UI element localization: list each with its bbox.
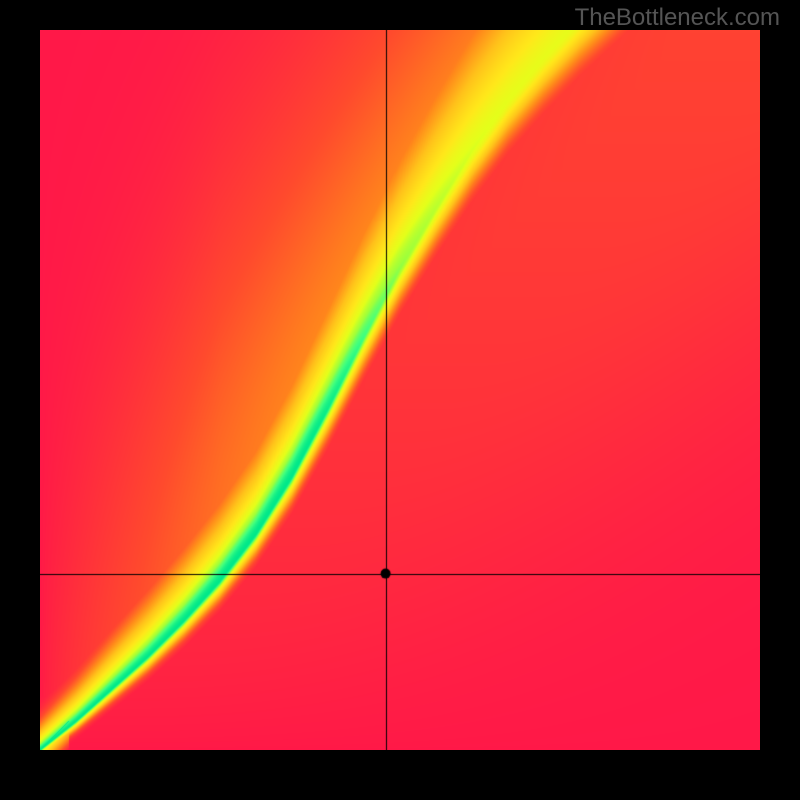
chart-container: TheBottleneck.com — [0, 0, 800, 800]
overlay-canvas — [40, 30, 760, 750]
watermark-text: TheBottleneck.com — [575, 4, 780, 32]
